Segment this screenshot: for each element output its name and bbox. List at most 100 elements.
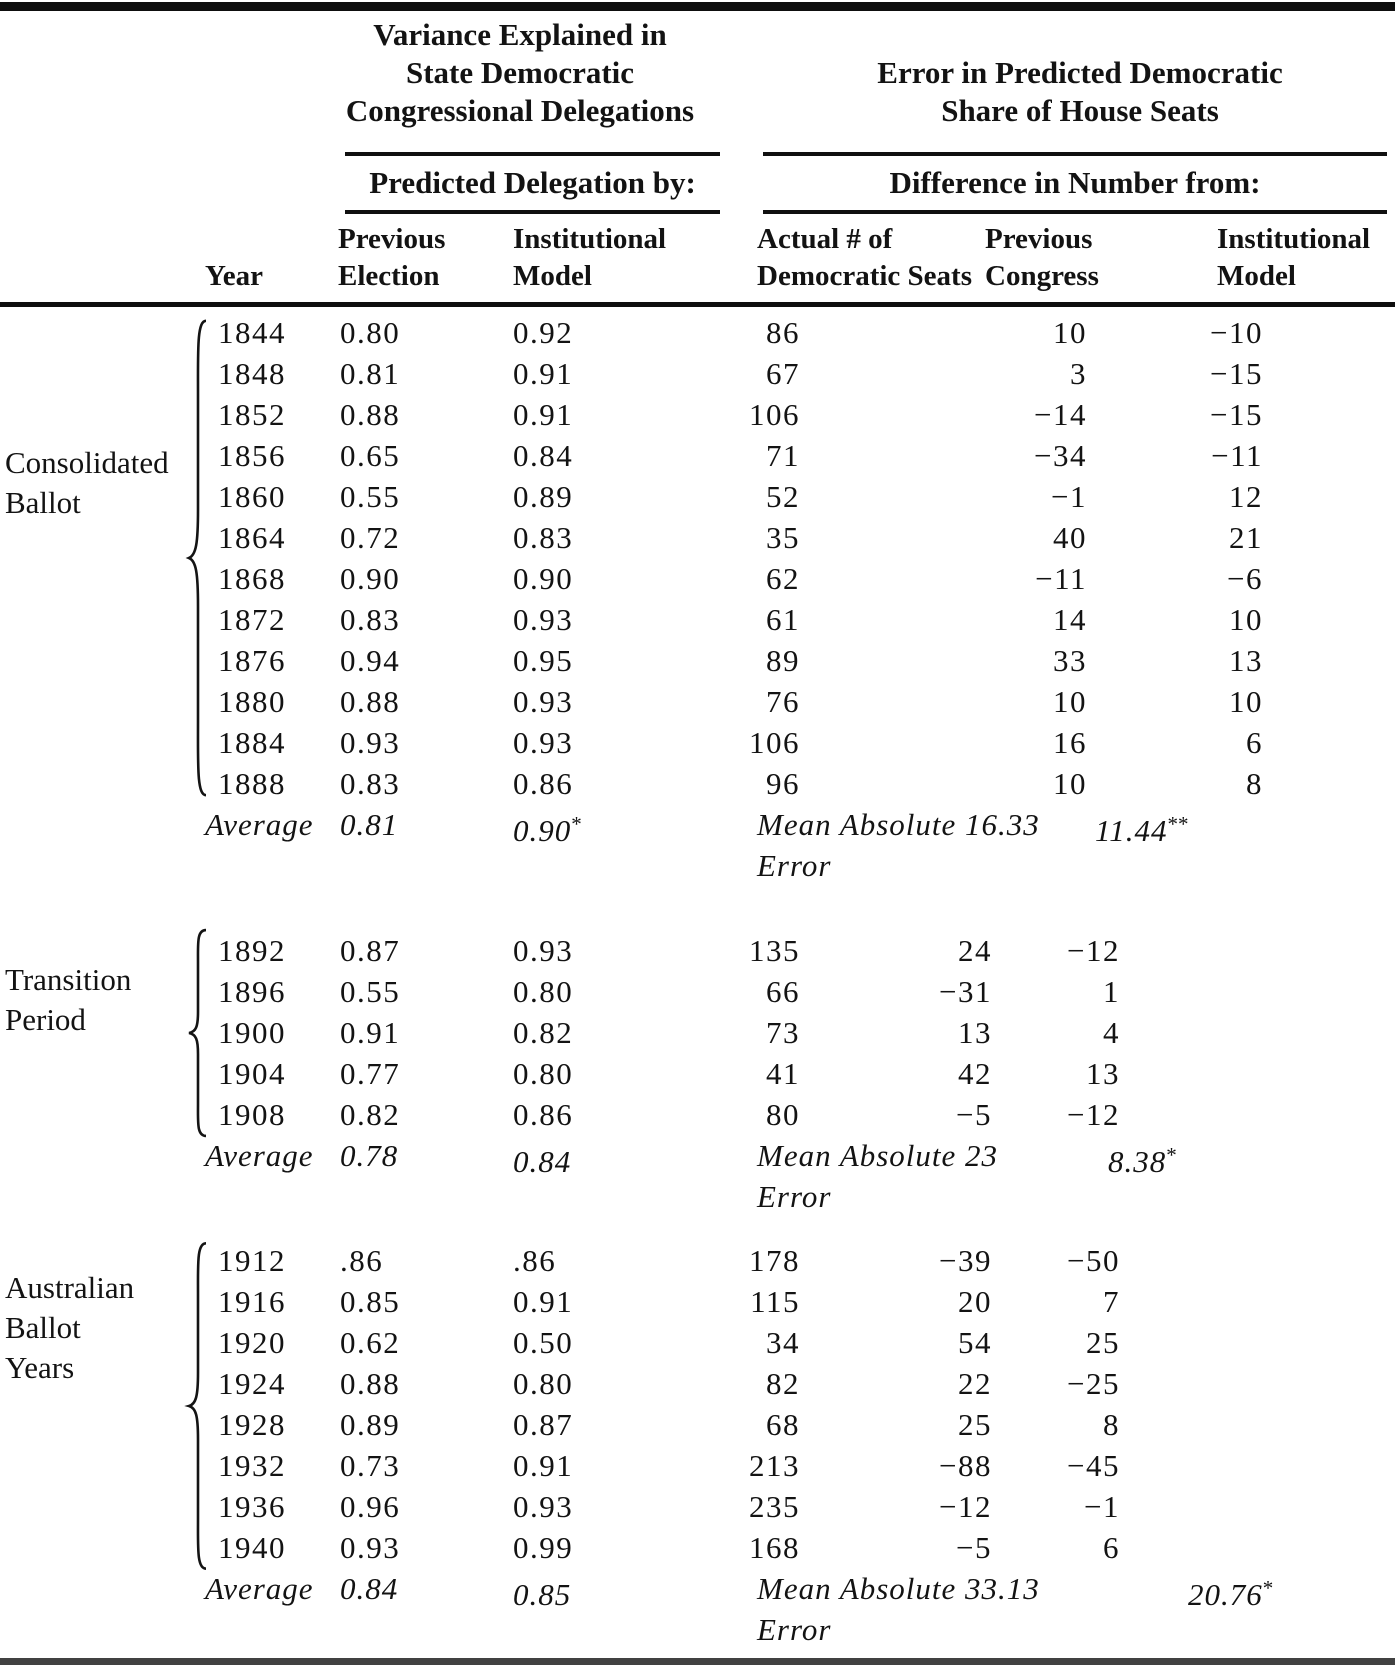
- actual-seats-cell: 68: [766, 1407, 800, 1442]
- actual-seats-cell: 61: [766, 602, 800, 637]
- actual-seats-cell: 86: [766, 315, 800, 350]
- actual-seats-cell: 178: [749, 1243, 800, 1278]
- previous-congress-cell: 25: [958, 1407, 992, 1442]
- institutional-model-cell: 0.91: [513, 1284, 574, 1319]
- average-label: Average: [205, 1138, 314, 1173]
- institutional-model-cell: 0.50: [513, 1325, 574, 1360]
- institutional-model-cell: 0.80: [513, 1366, 574, 1401]
- mean-absolute-error-label: Mean Absolute Error: [757, 1571, 957, 1647]
- column-header-previous-election: Previous Election: [338, 223, 446, 292]
- previous-congress-cell: 22: [958, 1366, 992, 1401]
- year-cell: 1912: [218, 1243, 286, 1278]
- previous-congress-cell: −39: [939, 1243, 992, 1278]
- table-row: 1856 0.65 0.84 71 −34 −11: [0, 435, 1395, 476]
- previous-election-cell: 0.55: [340, 974, 401, 1009]
- institutional-model-error-cell: −11: [1211, 438, 1263, 473]
- table-row: 1892 0.87 0.93 135 24 −12: [0, 930, 1395, 971]
- year-cell: 1920: [218, 1325, 286, 1360]
- left-group-rule-top: [345, 152, 720, 156]
- institutional-model-cell: 0.87: [513, 1407, 574, 1442]
- significance-asterisk: **: [1167, 812, 1189, 836]
- column-header-actual-democratic-seats: Actual # of Democratic Seats: [757, 223, 972, 292]
- institutional-model-cell: 0.95: [513, 643, 574, 678]
- mae-institutional-model-value: 11.44**: [1095, 812, 1189, 848]
- actual-seats-cell: 213: [749, 1448, 800, 1483]
- table-row: 1876 0.94 0.95 89 33 13: [0, 640, 1395, 681]
- previous-election-cell: 0.93: [340, 1530, 401, 1565]
- year-cell: 1940: [218, 1530, 286, 1565]
- previous-election-cell: 0.96: [340, 1489, 401, 1524]
- previous-congress-cell: −12: [939, 1489, 992, 1524]
- institutional-model-cell: 0.84: [513, 438, 574, 473]
- previous-congress-cell: −1: [1051, 479, 1087, 514]
- institutional-model-error-cell: −12: [1067, 1097, 1120, 1132]
- previous-election-cell: 0.72: [340, 520, 401, 555]
- year-cell: 1900: [218, 1015, 286, 1050]
- table-row: 1888 0.83 0.86 96 10 8: [0, 763, 1395, 804]
- group-label: Consolidated Ballot: [5, 445, 169, 520]
- institutional-model-error-cell: 10: [1229, 684, 1263, 719]
- actual-seats-cell: 67: [766, 356, 800, 391]
- previous-election-cell: 0.94: [340, 643, 401, 678]
- institutional-model-cell: 0.99: [513, 1530, 574, 1565]
- year-cell: 1868: [218, 561, 286, 596]
- institutional-model-error-cell: 13: [1086, 1056, 1120, 1091]
- previous-election-cell: 0.77: [340, 1056, 401, 1091]
- year-cell: 1844: [218, 315, 286, 350]
- table-row: 1940 0.93 0.99 168 −5 6: [0, 1527, 1395, 1568]
- previous-congress-cell: 10: [1053, 766, 1087, 801]
- actual-seats-cell: 115: [750, 1284, 800, 1319]
- table-row: 1860 0.55 0.89 52 −1 12: [0, 476, 1395, 517]
- mae-institutional-model-value: 20.76*: [1188, 1576, 1274, 1612]
- previous-congress-cell: −5: [956, 1530, 992, 1565]
- previous-congress-cell: 16: [1053, 725, 1087, 760]
- ballot-period-group: Consolidated Ballot 1844 0.80 0.92 86 10…: [0, 312, 1395, 897]
- institutional-model-cell: 0.91: [513, 397, 574, 432]
- previous-congress-cell: 24: [958, 933, 992, 968]
- institutional-model-error-cell: 8: [1246, 766, 1263, 801]
- column-header-institutional-model-error: Institutional Model: [1217, 223, 1371, 292]
- actual-seats-cell: 66: [766, 974, 800, 1009]
- ballot-period-group: Transition Period 1892 0.87 0.93 135 24 …: [0, 930, 1395, 1230]
- institutional-model-error-cell: −15: [1210, 397, 1263, 432]
- institutional-model-error-cell: −12: [1067, 933, 1120, 968]
- institutional-model-error-cell: 4: [1103, 1015, 1120, 1050]
- mae-previous-congress-value: 16.33: [965, 807, 1040, 842]
- institutional-model-cell: 0.93: [513, 1489, 574, 1524]
- institutional-model-cell: 0.93: [513, 602, 574, 637]
- year-cell: 1852: [218, 397, 286, 432]
- table-row: 1932 0.73 0.91 213 −88 −45: [0, 1445, 1395, 1486]
- actual-seats-cell: 73: [766, 1015, 800, 1050]
- table-row: 1924 0.88 0.80 82 22 −25: [0, 1363, 1395, 1404]
- year-cell: 1936: [218, 1489, 286, 1524]
- previous-congress-cell: −34: [1034, 438, 1087, 473]
- brace-decoration: [184, 1240, 210, 1572]
- table-row: 1884 0.93 0.93 106 16 6: [0, 722, 1395, 763]
- year-cell: 1872: [218, 602, 286, 637]
- previous-congress-cell: 3: [1070, 356, 1087, 391]
- year-cell: 1916: [218, 1284, 286, 1319]
- group-label: Transition Period: [5, 962, 132, 1037]
- previous-congress-cell: −31: [939, 974, 992, 1009]
- previous-congress-cell: 20: [958, 1284, 992, 1319]
- previous-election-cell: 0.82: [340, 1097, 401, 1132]
- table-row: 1920 0.62 0.50 34 54 25: [0, 1322, 1395, 1363]
- table-row: 1848 0.81 0.91 67 3 −15: [0, 353, 1395, 394]
- year-cell: 1892: [218, 933, 286, 968]
- table-row: 1904 0.77 0.80 41 42 13: [0, 1053, 1395, 1094]
- actual-seats-cell: 106: [749, 397, 800, 432]
- institutional-model-error-cell: −45: [1067, 1448, 1120, 1483]
- institutional-model-error-cell: −50: [1067, 1243, 1120, 1278]
- actual-seats-cell: 35: [766, 520, 800, 555]
- actual-seats-cell: 41: [766, 1056, 800, 1091]
- average-institutional-model-value: 0.84: [513, 1144, 572, 1179]
- actual-seats-cell: 135: [749, 933, 800, 968]
- year-cell: 1880: [218, 684, 286, 719]
- previous-election-cell: 0.87: [340, 933, 401, 968]
- significance-asterisk: *: [1166, 1143, 1177, 1167]
- previous-election-cell: 0.88: [340, 684, 401, 719]
- year-cell: 1856: [218, 438, 286, 473]
- average-label: Average: [205, 1571, 314, 1606]
- previous-congress-cell: 42: [958, 1056, 992, 1091]
